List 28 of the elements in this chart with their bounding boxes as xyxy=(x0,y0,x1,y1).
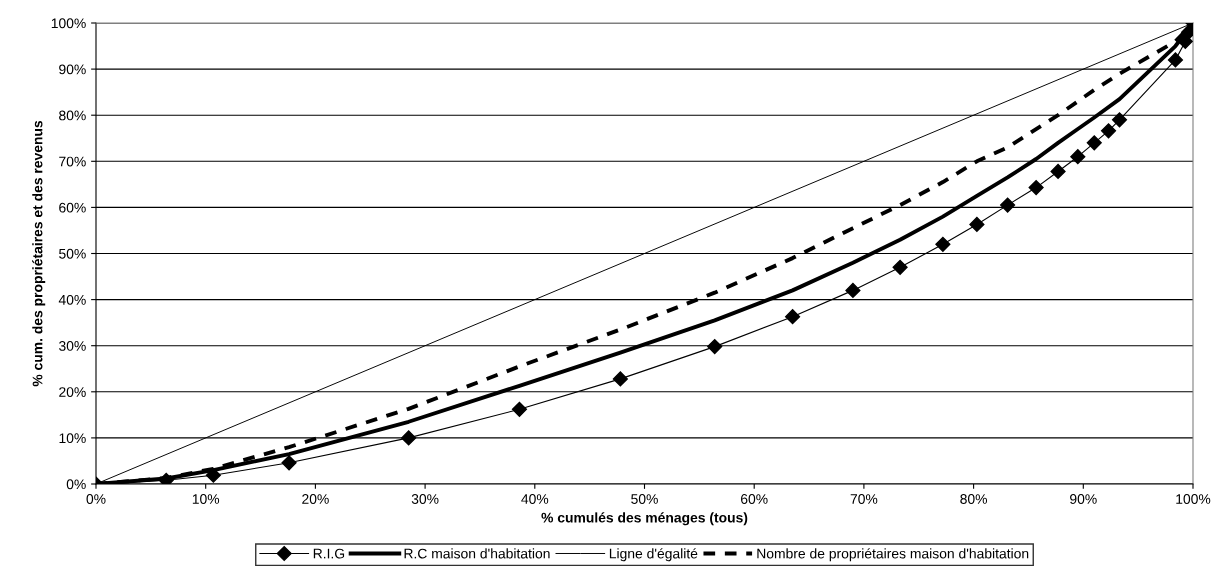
y-tick-label: 30% xyxy=(59,341,86,351)
y-tick-label: 70% xyxy=(59,156,86,167)
x-tick-label: 80% xyxy=(960,494,988,504)
y-axis-title: % cum. des propriétaires et des revenus xyxy=(32,120,46,387)
y-tick-label: 0% xyxy=(66,479,86,490)
y-tick-label: 90% xyxy=(59,64,86,75)
x-tick-label: 20% xyxy=(302,494,329,504)
y-tick-label: 60% xyxy=(59,202,86,213)
x-tick-label: 30% xyxy=(411,494,439,504)
x-tick-label: 70% xyxy=(850,494,878,504)
x-tick-label: 90% xyxy=(1070,494,1097,504)
x-tick-label: 40% xyxy=(521,494,549,504)
x-axis-title: % cumulés des ménages (tous) xyxy=(541,512,748,526)
x-tick-label: 0% xyxy=(86,494,106,504)
legend-label: R.I.G xyxy=(313,548,345,559)
y-tick-label: 100% xyxy=(51,18,86,29)
legend-label: Ligne d'égalité xyxy=(609,548,698,562)
y-tick-label: 10% xyxy=(59,433,86,444)
legend-label: Nombre de propriétaires maison d'habitation xyxy=(757,548,1029,562)
x-tick-label: 100% xyxy=(1176,494,1211,504)
legend-label: R.C maison d'habitation xyxy=(404,548,550,559)
y-tick-label: 40% xyxy=(58,294,86,305)
x-tick-label: 60% xyxy=(741,494,768,504)
x-tick-label: 10% xyxy=(192,494,220,504)
y-tick-label: 50% xyxy=(59,248,86,259)
y-tick-label: 20% xyxy=(59,387,86,397)
y-tick-label: 80% xyxy=(59,110,86,121)
x-tick-label: 50% xyxy=(631,494,658,504)
